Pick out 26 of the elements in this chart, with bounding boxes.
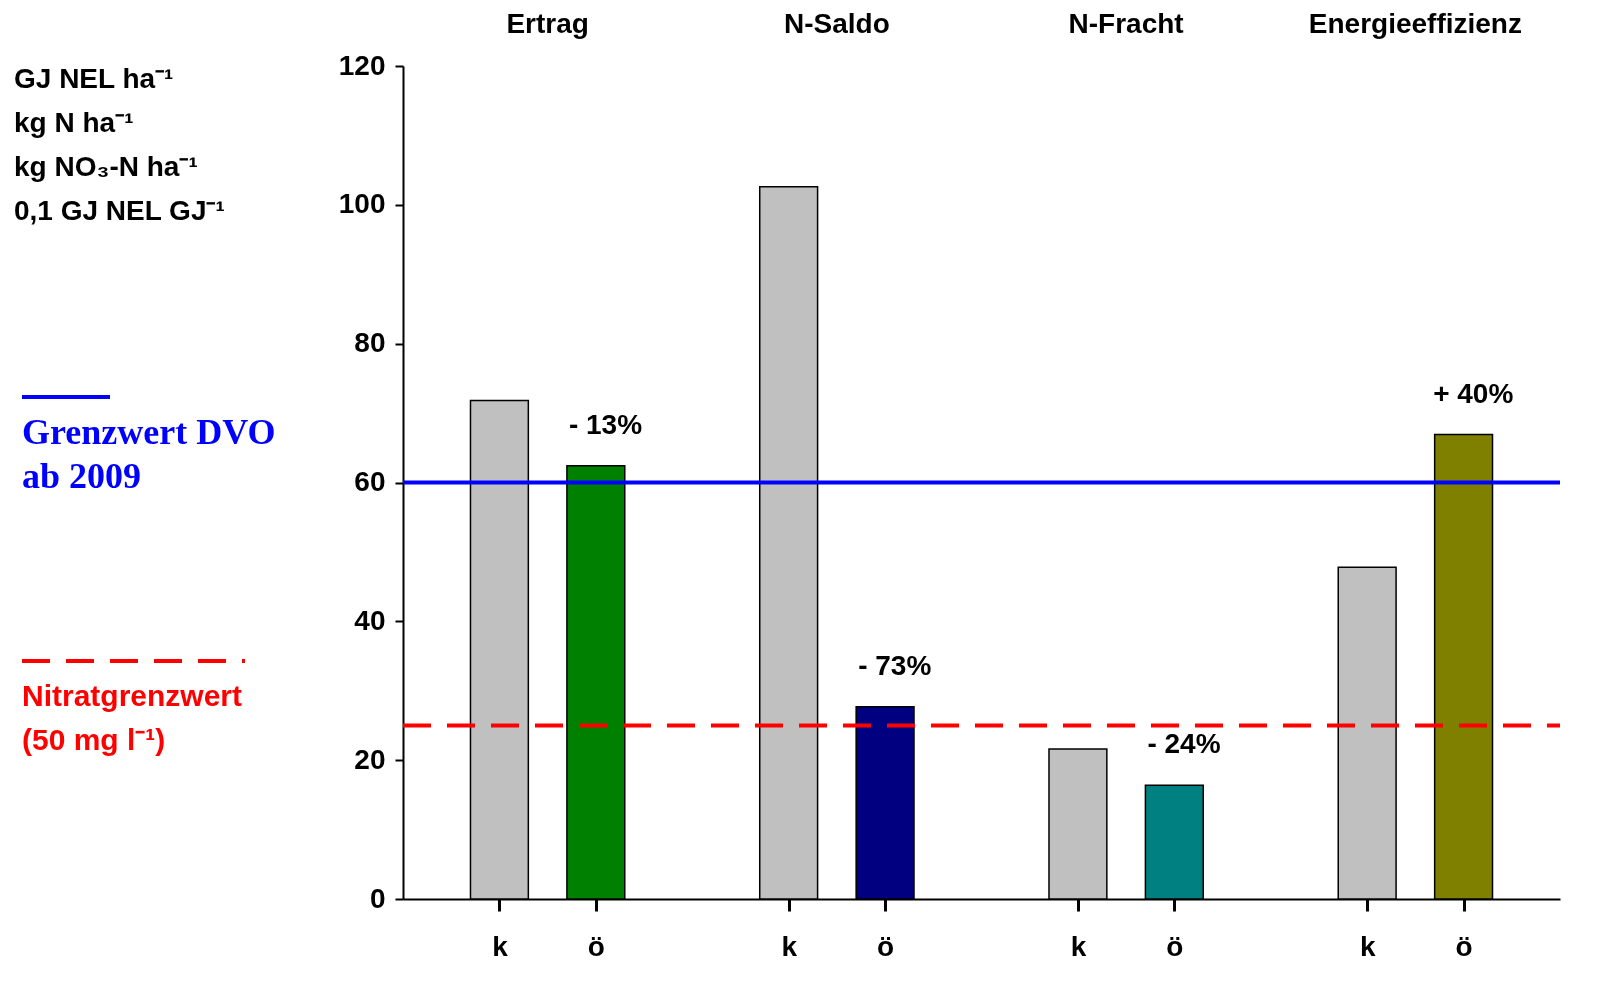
- annotation: - 13%: [568, 408, 643, 440]
- annotation: - 24%: [1147, 728, 1221, 760]
- y-tick-label: 60: [354, 466, 386, 497]
- y-tick-label: 100: [338, 188, 386, 220]
- x-tick-label: k: [1070, 930, 1087, 962]
- x-tick-label: ö: [587, 930, 605, 962]
- x-tick-label: ö: [877, 930, 895, 962]
- x-tick-label: k: [1359, 930, 1376, 962]
- y-tick-label: 120: [338, 49, 386, 81]
- text: N-Fracht: [1068, 8, 1184, 39]
- text: N-Saldo: [783, 8, 890, 39]
- y-tick-label: 0: [369, 882, 386, 914]
- ref-line-label: Nitratgrenzwert (50 mg l⁻¹): [22, 679, 243, 756]
- x-tick-label: ö: [1166, 930, 1184, 962]
- y-axis-title: GJ NEL ha⁻¹ kg N ha⁻¹ kg NO₃-N ha⁻¹ 0,1 GJ NEL GJ⁻¹: [14, 63, 225, 226]
- y-tick-label: 20: [354, 743, 386, 775]
- text: Ertrag: [506, 8, 589, 39]
- x-tick-label: k: [492, 930, 509, 962]
- y-tick-label: 40: [354, 604, 386, 636]
- annotation: - 73%: [858, 649, 932, 681]
- text: Energieeffizienz: [1308, 8, 1522, 39]
- ref-line-label: Grenzwert DVO ab 2009: [22, 412, 276, 496]
- annotation: + 40%: [1433, 377, 1514, 409]
- y-tick-label: 80: [354, 327, 386, 359]
- x-tick-label: ö: [1455, 930, 1473, 962]
- x-tick-label: k: [781, 930, 798, 962]
